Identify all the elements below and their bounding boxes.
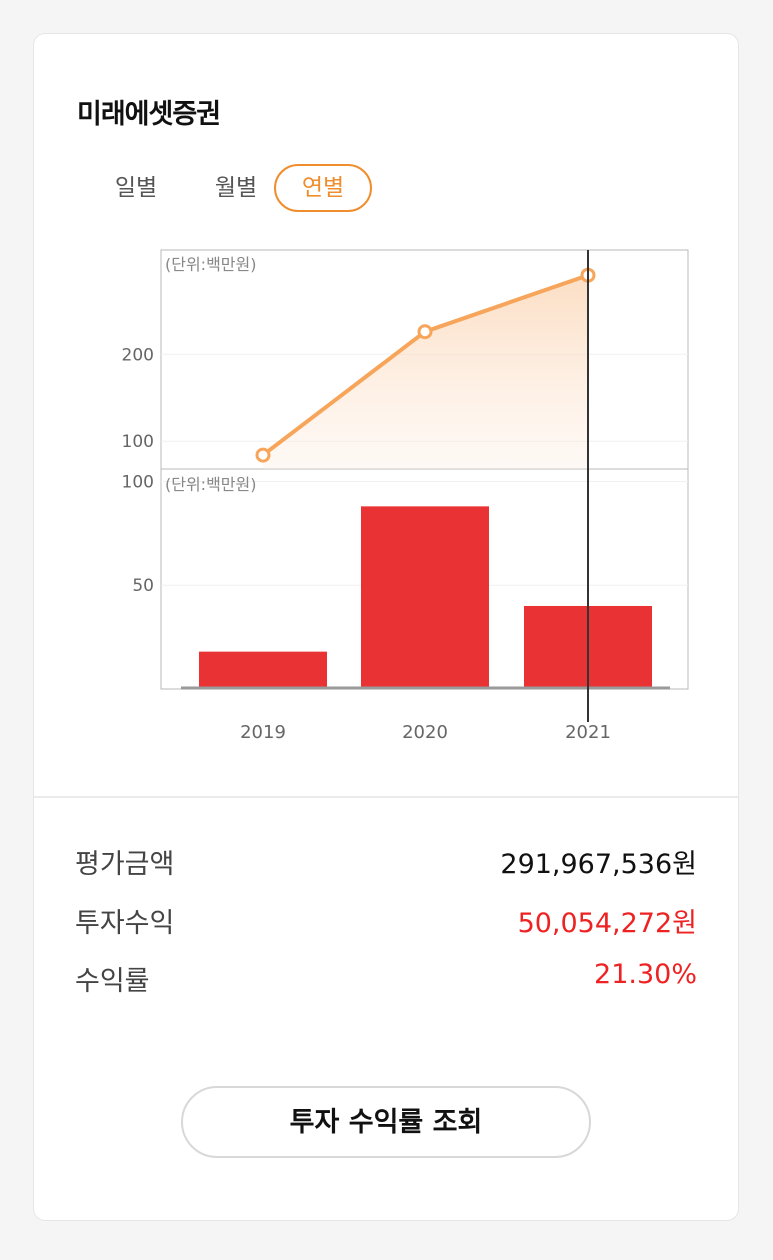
return-rate-inquiry-button[interactable]: 투자 수익률 조회 (181, 1086, 591, 1158)
line-y-tick-label: 100 (122, 432, 154, 452)
profit-value: 50,054,272원 (517, 908, 697, 939)
bar-y-tick-label: 50 (132, 576, 154, 596)
bar-2020 (361, 506, 489, 687)
x-tick-label-2020: 2020 (402, 722, 448, 743)
valuation-value: 291,967,536원 (500, 849, 697, 880)
summary-row-return-rate: 수익률 21.30% (75, 959, 697, 999)
bar-2019 (199, 651, 327, 687)
account-title: 미래에셋증권 (77, 99, 221, 130)
return-rate-label: 수익률 (75, 966, 150, 997)
asset-chart[interactable]: 100 200 50 100 (단위:백만원) (단위:백만원) 2019 2020 2021 (34, 34, 740, 794)
valuation-label: 평가금액 (75, 849, 175, 880)
tab-yearly[interactable]: 연별 (274, 164, 372, 212)
x-tick-label-2019: 2019 (240, 722, 286, 743)
bar-y-tick-label: 100 (122, 472, 154, 492)
section-divider (34, 796, 738, 798)
profit-label: 투자수익 (75, 908, 175, 939)
tab-daily[interactable]: 일별 (114, 175, 158, 201)
tab-monthly[interactable]: 월별 (214, 175, 258, 201)
line-y-tick-label: 200 (122, 345, 154, 365)
x-tick-label-2021: 2021 (565, 722, 611, 743)
return-rate-value: 21.30% (594, 959, 697, 990)
line-point-2019 (255, 447, 271, 463)
bar-unit-label: (단위:백만원) (165, 475, 256, 494)
summary-row-valuation: 평가금액 291,967,536원 (75, 842, 697, 882)
line-area-fill (263, 275, 588, 469)
line-point-2020 (417, 324, 433, 340)
summary-row-profit: 투자수익 50,054,272원 (75, 901, 697, 941)
line-unit-label: (단위:백만원) (165, 255, 256, 274)
account-card: 미래에셋증권 일별 월별 연별 100 200 50 100 (단위:백만원) (단위:백… (33, 33, 739, 1221)
